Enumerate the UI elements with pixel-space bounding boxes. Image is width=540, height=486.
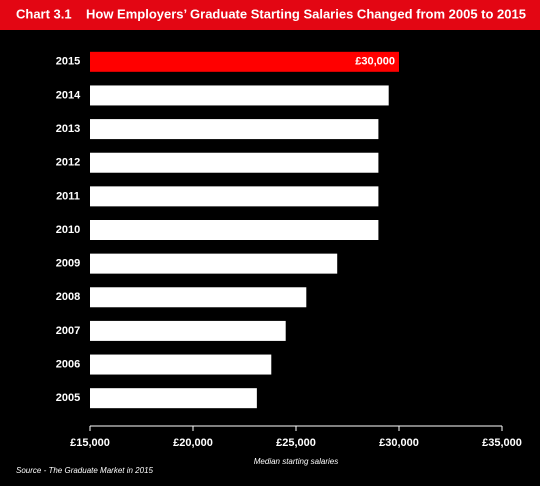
y-tick-label: 2008 <box>56 291 80 303</box>
value-label: £23,100 <box>213 392 253 404</box>
chart-title: How Employers’ Graduate Starting Salarie… <box>86 6 526 21</box>
chart-label: Chart 3.1 <box>16 6 72 21</box>
bar <box>90 152 379 173</box>
bar <box>90 320 286 341</box>
bar <box>90 220 379 240</box>
y-tick-label: 2011 <box>56 190 80 202</box>
bar <box>90 119 379 140</box>
value-label: £29,000 <box>335 190 375 202</box>
y-tick-label: 2014 <box>56 89 81 101</box>
value-label: £29,500 <box>345 89 385 101</box>
value-label: £23,800 <box>228 358 268 370</box>
y-tick-label: 2006 <box>56 358 80 370</box>
bar <box>90 354 272 375</box>
bar <box>90 287 307 308</box>
x-tick-label: £15,000 <box>70 437 110 449</box>
y-tick-label: 2009 <box>56 258 80 270</box>
value-label: £27,000 <box>293 258 333 270</box>
value-label: £30,000 <box>355 56 395 68</box>
x-tick-label: £35,000 <box>482 437 522 449</box>
x-tick-label: £25,000 <box>276 437 316 449</box>
x-tick-label: £20,000 <box>173 437 213 449</box>
y-tick-label: 2010 <box>56 224 80 236</box>
value-label: £25,500 <box>263 291 303 303</box>
bar <box>90 186 379 207</box>
title-band <box>0 0 540 30</box>
value-label: £24,500 <box>242 325 282 337</box>
bar <box>90 51 399 72</box>
x-tick-label: £30,000 <box>379 437 419 449</box>
y-tick-label: 2015 <box>56 56 80 68</box>
value-label: £29,000 <box>335 157 375 169</box>
bar <box>90 388 257 409</box>
source: Source - The Graduate Market in 2015 <box>16 466 154 475</box>
y-tick-label: 2012 <box>56 157 80 169</box>
x-axis-label: Median starting salaries <box>254 457 338 466</box>
y-tick-label: 2013 <box>56 123 80 135</box>
value-label: £29,000 <box>335 224 375 236</box>
y-tick-label: 2005 <box>56 392 80 404</box>
bar <box>90 253 338 274</box>
y-tick-label: 2007 <box>56 325 80 337</box>
value-label: £29,000 <box>335 123 375 135</box>
bar <box>90 85 389 106</box>
